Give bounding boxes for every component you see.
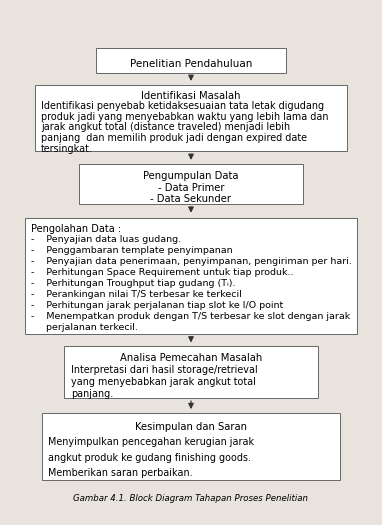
FancyBboxPatch shape [65,346,317,398]
FancyBboxPatch shape [42,413,340,480]
Text: -    Penyajian data luas gudang.: - Penyajian data luas gudang. [31,235,181,244]
Text: Gambar 4.1. Block Diagram Tahapan Proses Penelitian: Gambar 4.1. Block Diagram Tahapan Proses… [73,495,309,503]
Text: yang menyebabkan jarak angkut total: yang menyebabkan jarak angkut total [71,377,256,387]
Text: Memberikan saran perbaikan.: Memberikan saran perbaikan. [48,468,193,478]
Text: Analisa Pemecahan Masalah: Analisa Pemecahan Masalah [120,353,262,363]
FancyBboxPatch shape [96,48,286,72]
Text: -    Penyajian data penerimaan, penyimpanan, pengiriman per hari.: - Penyajian data penerimaan, penyimpanan… [31,257,352,266]
Text: Penelitian Pendahuluan: Penelitian Pendahuluan [130,58,252,69]
FancyBboxPatch shape [25,218,357,334]
Text: panjang.: panjang. [71,389,113,399]
Text: angkut produk ke gudang finishing goods.: angkut produk ke gudang finishing goods. [48,453,251,463]
Text: -    Perhitungan jarak perjalanan tiap slot ke I/O point: - Perhitungan jarak perjalanan tiap slot… [31,301,284,310]
Text: Identifikasi Masalah: Identifikasi Masalah [141,91,241,101]
Text: Identifikasi penyebab ketidaksesuaian tata letak digudang: Identifikasi penyebab ketidaksesuaian ta… [41,101,324,111]
Text: - Data Primer: - Data Primer [158,183,224,193]
Text: -    Penggambaran template penyimpanan: - Penggambaran template penyimpanan [31,246,233,255]
Text: - Data Sekunder: - Data Sekunder [151,194,231,204]
Text: Menyimpulkan pencegahan kerugian jarak: Menyimpulkan pencegahan kerugian jarak [48,437,254,447]
Text: Pengumpulan Data: Pengumpulan Data [143,171,239,181]
Text: perjalanan terkecil.: perjalanan terkecil. [31,323,138,332]
Text: -    Perankingan nilai T/S terbesar ke terkecil: - Perankingan nilai T/S terbesar ke terk… [31,290,242,299]
Text: Interpretasi dari hasil storage/retrieval: Interpretasi dari hasil storage/retrieva… [71,365,257,375]
Text: -    Menempatkan produk dengan T/S terbesar ke slot dengan jarak: - Menempatkan produk dengan T/S terbesar… [31,312,351,321]
Text: -    Perhitungan Space Requirement untuk tiap produk..: - Perhitungan Space Requirement untuk ti… [31,268,294,277]
Text: jarak angkut total (distance traveled) menjadi lebih: jarak angkut total (distance traveled) m… [41,122,290,132]
Text: Pengolahan Data :: Pengolahan Data : [31,224,121,234]
Text: tersingkat.: tersingkat. [41,143,93,153]
Text: -    Perhitungan Troughput tiap gudang (Tᵢ).: - Perhitungan Troughput tiap gudang (Tᵢ)… [31,279,236,288]
FancyBboxPatch shape [79,164,303,204]
Text: Kesimpulan dan Saran: Kesimpulan dan Saran [135,422,247,432]
Text: produk jadi yang menyebabkan waktu yang lebih lama dan: produk jadi yang menyebabkan waktu yang … [41,112,329,122]
FancyBboxPatch shape [35,85,347,152]
Text: panjang  dan memilih produk jadi dengan expired date: panjang dan memilih produk jadi dengan e… [41,133,307,143]
